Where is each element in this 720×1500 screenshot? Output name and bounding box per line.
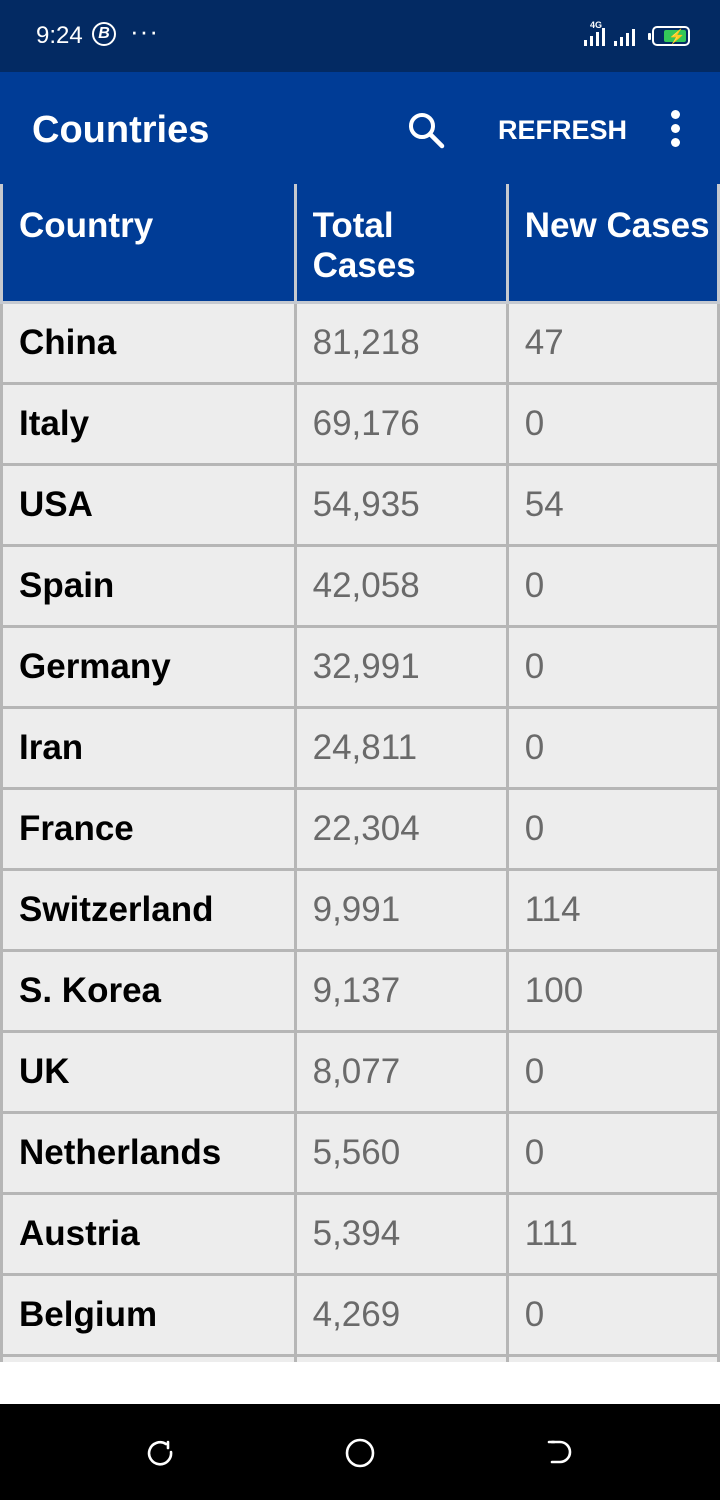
- new-cases-cell: 0: [508, 1276, 720, 1357]
- table-row[interactable]: Netherlands 5,560 0: [0, 1114, 720, 1195]
- new-cases-cell: 0: [508, 790, 720, 871]
- total-cases-cell: 22,304: [296, 790, 509, 871]
- table-row[interactable]: Iran 24,811 0: [0, 709, 720, 790]
- status-bar: 9:24 B ··· 4G ⚡: [0, 0, 720, 72]
- new-cases-cell: [508, 1357, 720, 1362]
- app-bar: Countries REFRESH: [0, 72, 720, 184]
- country-cell: Switzerland: [0, 871, 297, 952]
- recent-apps-icon[interactable]: [146, 1438, 174, 1466]
- back-icon[interactable]: [546, 1438, 574, 1466]
- table-header-row: Country Total Cases New Cases: [0, 184, 720, 304]
- country-cell: Belgium: [0, 1276, 297, 1357]
- battery-icon: ⚡: [648, 26, 690, 46]
- country-cell: S. Korea: [0, 952, 297, 1033]
- table-row[interactable]: Germany 32,991 0: [0, 628, 720, 709]
- total-cases-cell: 24,811: [296, 709, 509, 790]
- header-country[interactable]: Country: [0, 184, 297, 304]
- new-cases-cell: 54: [508, 466, 720, 547]
- refresh-button[interactable]: REFRESH: [498, 115, 628, 145]
- home-icon[interactable]: [345, 1438, 375, 1468]
- header-total-cases[interactable]: Total Cases: [296, 184, 509, 304]
- table-row[interactable]: S. Korea 9,137 100: [0, 952, 720, 1033]
- table-row[interactable]: UK 8,077 0: [0, 1033, 720, 1114]
- table-row[interactable]: [0, 1357, 720, 1362]
- country-cell: Iran: [0, 709, 297, 790]
- total-cases-cell: 4,269: [296, 1276, 509, 1357]
- total-cases-cell: 9,137: [296, 952, 509, 1033]
- header-new-cases[interactable]: New Cases: [508, 184, 720, 304]
- total-cases-cell: 5,394: [296, 1195, 509, 1276]
- table-row[interactable]: Austria 5,394 111: [0, 1195, 720, 1276]
- new-cases-cell: 0: [508, 547, 720, 628]
- notification-icon: B: [92, 22, 116, 46]
- country-cell: Germany: [0, 628, 297, 709]
- country-cell: China: [0, 304, 297, 385]
- countries-table[interactable]: Country Total Cases New Cases China 81,2…: [0, 184, 720, 1362]
- table-row[interactable]: USA 54,935 54: [0, 466, 720, 547]
- total-cases-cell: 81,218: [296, 304, 509, 385]
- total-cases-cell: 9,991: [296, 871, 509, 952]
- signal-icon: [584, 26, 605, 46]
- new-cases-cell: 0: [508, 709, 720, 790]
- more-vert-icon[interactable]: [660, 108, 692, 148]
- table-row[interactable]: China 81,218 47: [0, 304, 720, 385]
- total-cases-cell: 69,176: [296, 385, 509, 466]
- search-icon[interactable]: [406, 110, 446, 150]
- table-row[interactable]: France 22,304 0: [0, 790, 720, 871]
- country-cell: Spain: [0, 547, 297, 628]
- country-cell: Netherlands: [0, 1114, 297, 1195]
- total-cases-cell: 54,935: [296, 466, 509, 547]
- new-cases-cell: 0: [508, 628, 720, 709]
- network-icon: 4G: [584, 20, 614, 48]
- new-cases-cell: 114: [508, 871, 720, 952]
- network-type-label: 4G: [590, 20, 603, 30]
- status-time: 9:24: [36, 22, 83, 49]
- new-cases-cell: 47: [508, 304, 720, 385]
- country-cell: Austria: [0, 1195, 297, 1276]
- total-cases-cell: 42,058: [296, 547, 509, 628]
- page-title: Countries: [32, 109, 210, 151]
- country-cell: UK: [0, 1033, 297, 1114]
- country-cell: Italy: [0, 385, 297, 466]
- country-cell: France: [0, 790, 297, 871]
- data-table: Country Total Cases New Cases China 81,2…: [0, 184, 720, 1362]
- table-row[interactable]: Belgium 4,269 0: [0, 1276, 720, 1357]
- more-notifications-icon: ···: [130, 16, 159, 46]
- table-row[interactable]: Italy 69,176 0: [0, 385, 720, 466]
- new-cases-cell: 0: [508, 385, 720, 466]
- country-cell: [0, 1357, 297, 1362]
- navigation-bar: [0, 1404, 720, 1500]
- new-cases-cell: 0: [508, 1033, 720, 1114]
- new-cases-cell: 0: [508, 1114, 720, 1195]
- total-cases-cell: 5,560: [296, 1114, 509, 1195]
- total-cases-cell: 32,991: [296, 628, 509, 709]
- new-cases-cell: 100: [508, 952, 720, 1033]
- total-cases-cell: 8,077: [296, 1033, 509, 1114]
- total-cases-cell: [296, 1357, 509, 1362]
- table-row[interactable]: Spain 42,058 0: [0, 547, 720, 628]
- signal-icon-2: [614, 26, 635, 46]
- new-cases-cell: 111: [508, 1195, 720, 1276]
- table-row[interactable]: Switzerland 9,991 114: [0, 871, 720, 952]
- country-cell: USA: [0, 466, 297, 547]
